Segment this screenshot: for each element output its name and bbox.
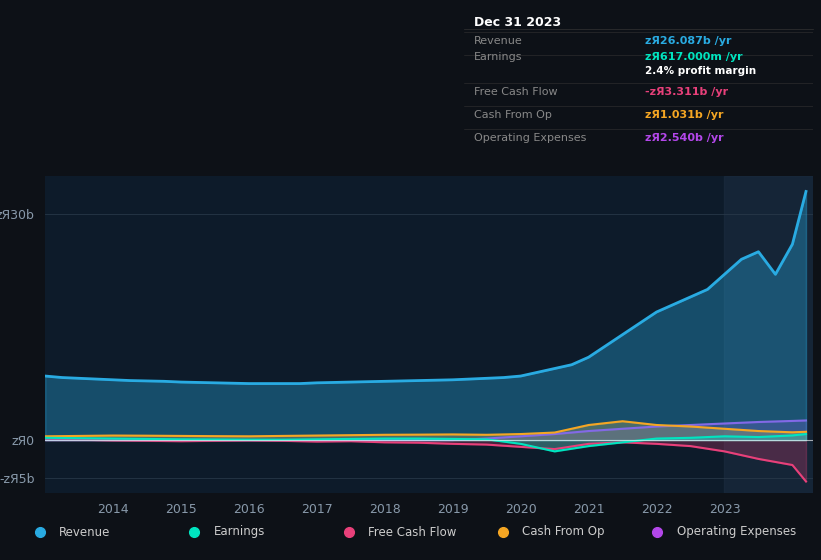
- Text: 2.4% profit margin: 2.4% profit margin: [645, 66, 756, 76]
- Text: Cash From Op: Cash From Op: [522, 525, 605, 539]
- Text: -zЯ3.311b /yr: -zЯ3.311b /yr: [645, 87, 728, 97]
- Text: Operating Expenses: Operating Expenses: [677, 525, 796, 539]
- Text: Free Cash Flow: Free Cash Flow: [368, 525, 456, 539]
- Text: Revenue: Revenue: [59, 525, 111, 539]
- Text: zЯ617.000m /yr: zЯ617.000m /yr: [645, 52, 743, 62]
- Text: zЯ2.540b /yr: zЯ2.540b /yr: [645, 133, 724, 143]
- Text: Revenue: Revenue: [475, 36, 523, 46]
- Text: Free Cash Flow: Free Cash Flow: [475, 87, 558, 97]
- Text: zЯ26.087b /yr: zЯ26.087b /yr: [645, 36, 732, 46]
- Text: Operating Expenses: Operating Expenses: [475, 133, 587, 143]
- Text: Cash From Op: Cash From Op: [475, 110, 553, 120]
- Text: Dec 31 2023: Dec 31 2023: [475, 16, 562, 29]
- Text: Earnings: Earnings: [475, 52, 523, 62]
- Text: zЯ1.031b /yr: zЯ1.031b /yr: [645, 110, 724, 120]
- Bar: [724, 176, 821, 493]
- Text: Earnings: Earnings: [213, 525, 265, 539]
